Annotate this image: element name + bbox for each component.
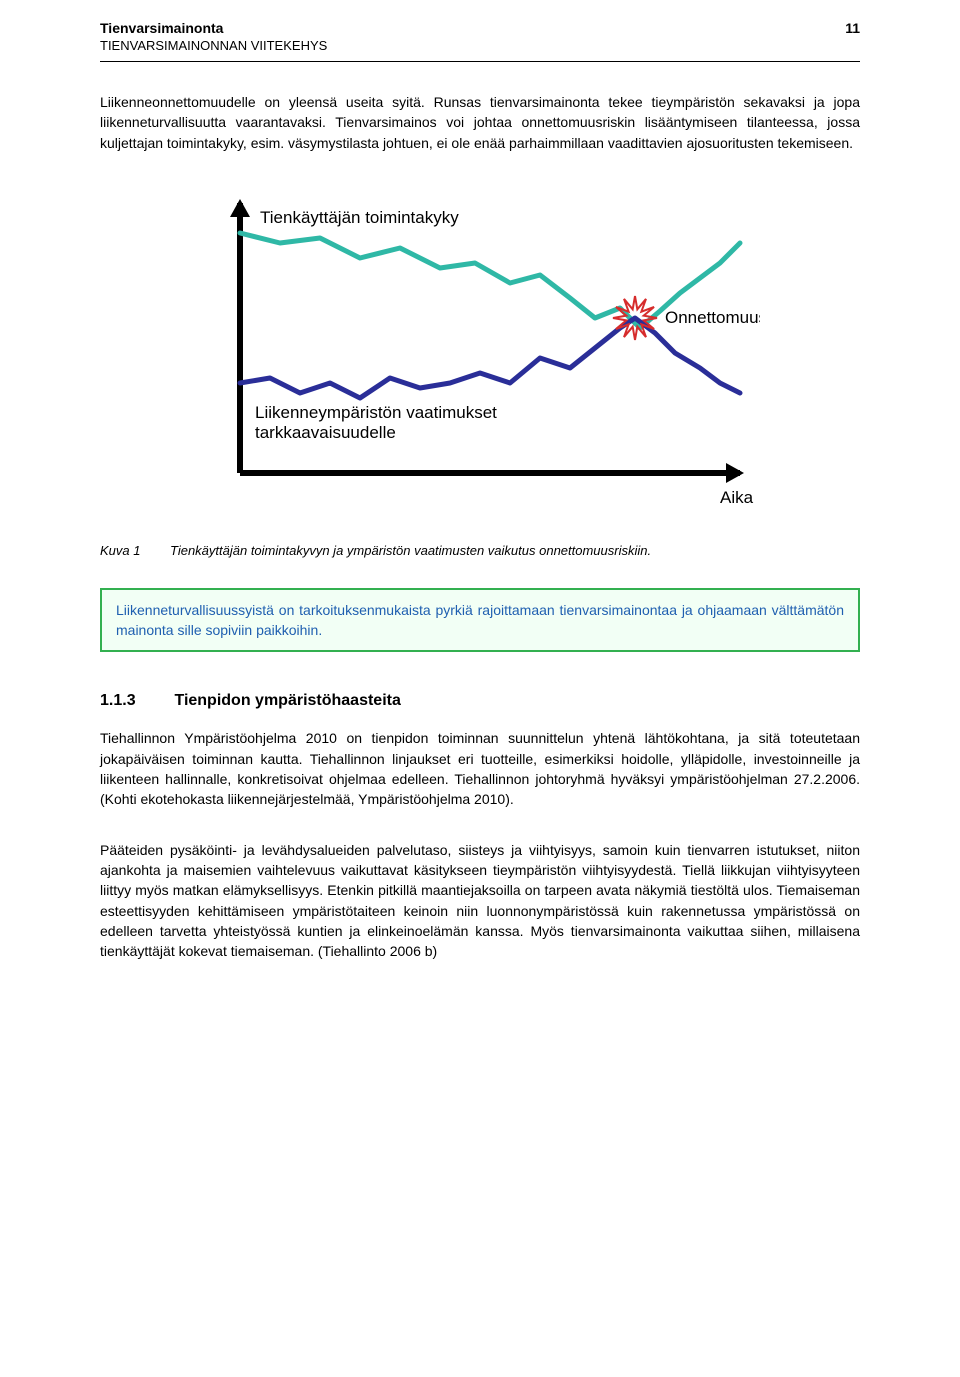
page-number: 11 [845,20,860,36]
section-number: 1.1.3 [100,692,170,710]
chart-svg: Tienkäyttäjän toimintakyky Liikenneympäri… [200,183,760,523]
paragraph-1: Liikenneonnettomuudelle on yleensä useit… [100,92,860,153]
highlight-box: Liikenneturvallisuussyistä on tarkoituks… [100,588,860,653]
figure-1: Tienkäyttäjän toimintakyky Liikenneympäri… [200,183,760,523]
caption-text: Tienkäyttäjän toimintakyvyn ja ympäristö… [170,543,860,558]
paragraph-3: Pääteiden pysäköinti- ja levähdysalueide… [100,840,860,962]
page-header: Tienvarsimainonta 11 TIENVARSIMAINONNAN … [100,20,860,53]
svg-text:Liikenneympäristön vaatimukset: Liikenneympäristön vaatimukset [255,403,497,422]
paragraph-2: Tiehallinnon Ympäristöohjelma 2010 on ti… [100,728,860,809]
svg-text:Tienkäyttäjän toimintakyky: Tienkäyttäjän toimintakyky [260,208,459,227]
header-title: Tienvarsimainonta [100,20,223,36]
caption-label: Kuva 1 [100,543,170,558]
svg-text:Onnettomuus: Onnettomuus [665,308,760,327]
section-title: Tienpidon ympäristöhaasteita [174,692,400,709]
section-heading: 1.1.3 Tienpidon ympäristöhaasteita [100,692,860,710]
page: Tienvarsimainonta 11 TIENVARSIMAINONNAN … [0,0,960,1377]
svg-text:Aika: Aika [720,488,754,507]
header-line1: Tienvarsimainonta 11 [100,20,860,36]
svg-text:tarkkaavaisuudelle: tarkkaavaisuudelle [255,423,396,442]
header-rule [100,61,860,62]
header-subtitle: TIENVARSIMAINONNAN VIITEKEHYS [100,38,860,53]
figure-caption: Kuva 1 Tienkäyttäjän toimintakyvyn ja ym… [100,543,860,558]
